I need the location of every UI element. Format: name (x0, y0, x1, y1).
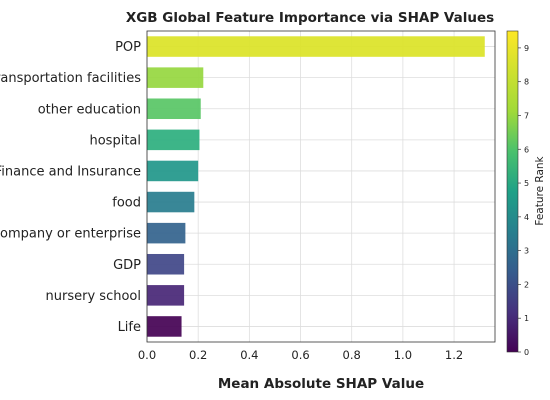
category-label: other education (38, 102, 141, 117)
category-label: nursery school (46, 289, 141, 304)
colorbar-tick-label: 8 (524, 78, 529, 87)
category-labels: POP Transportation facilities other educat… (0, 40, 141, 335)
colorbar-tick-label: 6 (524, 145, 529, 154)
category-label: Finance and Insurance (0, 164, 141, 179)
bar (147, 98, 201, 120)
colorbar-tick-label: 9 (524, 44, 529, 53)
x-tick-label: 0.6 (291, 348, 309, 362)
x-tick-label: 0.8 (343, 348, 361, 362)
bar (147, 129, 200, 151)
colorbar-tick-label: 3 (524, 247, 529, 256)
category-label: POP (115, 40, 141, 55)
colorbar-tick-label: 1 (524, 314, 529, 323)
category-label: hospital (89, 133, 141, 148)
x-tick-label: 0.2 (189, 348, 207, 362)
category-label: GDP (113, 258, 141, 273)
category-label: Life (118, 320, 141, 335)
category-label: food (112, 196, 141, 211)
colorbar-label: Feature Rank (534, 155, 546, 225)
x-tick-label: 0.4 (240, 348, 258, 362)
plot-frame (146, 30, 496, 343)
colorbar (506, 30, 519, 353)
colorbar-tick-label: 4 (524, 213, 529, 222)
category-label: Transportation facilities (0, 71, 141, 86)
x-tick-label: 1.2 (445, 348, 463, 362)
bar (147, 67, 204, 88)
bar (147, 316, 182, 337)
colorbar-tick-label: 7 (524, 111, 529, 120)
grid-lines (146, 31, 495, 342)
bar (147, 191, 195, 213)
colorbar-tick-label: 2 (524, 280, 529, 289)
bar (147, 253, 185, 275)
x-axis-label: Mean Absolute SHAP Value (218, 376, 424, 392)
x-ticks: 0.0 0.2 0.4 0.6 0.8 1.0 1.2 (138, 348, 463, 362)
x-tick-label: 0.0 (138, 348, 156, 362)
x-tick-label: 1.0 (394, 348, 412, 362)
bar (147, 285, 185, 306)
colorbar-ticks: 0 1 2 3 4 5 6 7 8 9 (518, 44, 529, 357)
chart-title: XGB Global Feature Importance via SHAP V… (126, 10, 494, 26)
colorbar-tick-label: 5 (524, 179, 529, 188)
bars-group (147, 36, 485, 337)
colorbar-tick-label: 0 (524, 348, 529, 357)
bar (147, 160, 199, 182)
bar (147, 36, 485, 57)
bar (147, 222, 186, 244)
category-label: Company or enterprise (0, 227, 141, 242)
